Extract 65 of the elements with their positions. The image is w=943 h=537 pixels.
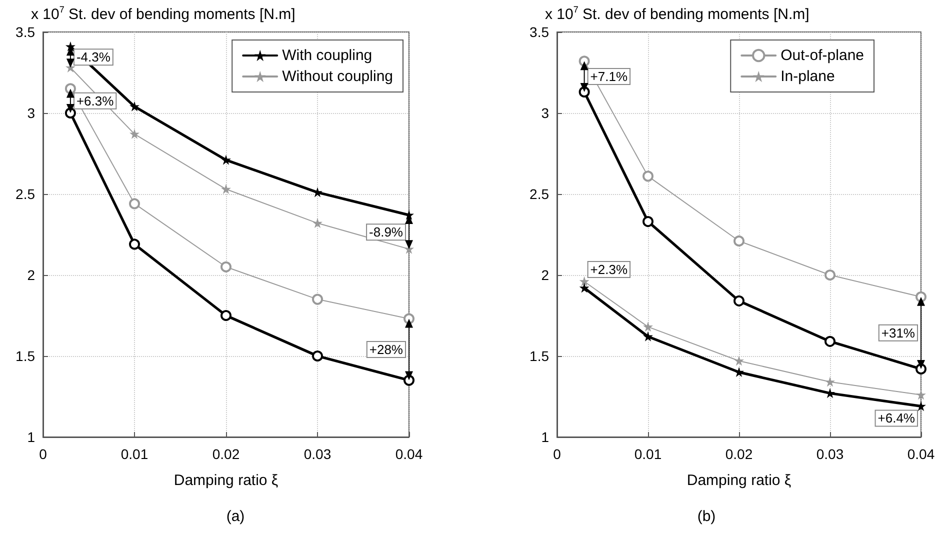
point (314, 188, 322, 196)
y-tick-label: 3.5 (530, 24, 550, 40)
point (130, 130, 138, 138)
annotation: +2.3% (590, 262, 628, 277)
x-tick-label: 0.04 (907, 446, 935, 462)
y-tick-label: 1.5 (16, 348, 36, 364)
x-tick-label: 0.03 (816, 446, 844, 462)
point (314, 219, 322, 228)
x-tick-label: 0.04 (395, 446, 423, 462)
point (735, 368, 743, 376)
y-tick-label: 2 (541, 267, 550, 283)
point (642, 170, 654, 182)
point (129, 198, 140, 210)
legend-label: Without coupling (282, 68, 394, 85)
text: (b) (697, 508, 716, 525)
point (642, 216, 654, 228)
annotation: -8.9% (369, 224, 404, 240)
y-tick-label: 3 (27, 105, 36, 121)
point (580, 284, 588, 292)
point (312, 294, 323, 305)
legend-label: Out-of-plane (780, 47, 864, 64)
point (222, 185, 230, 194)
x-tick-label: 0.01 (634, 446, 662, 462)
point (66, 42, 74, 51)
x-tick-label: 0.03 (304, 446, 332, 462)
point (222, 156, 230, 164)
point (734, 295, 744, 306)
annotation: +6.3% (76, 93, 114, 108)
y-tick-label: 1 (541, 429, 550, 445)
point (220, 310, 232, 321)
point (826, 389, 834, 398)
x-tick-label: 0.02 (212, 446, 240, 462)
x-tick-label: 0.02 (725, 446, 753, 462)
point (220, 261, 232, 272)
y-tick-label: 2.5 (530, 186, 550, 202)
y-tick-label: 2 (27, 267, 36, 283)
point (580, 277, 588, 286)
x-tick-label: 0 (553, 446, 562, 462)
annotation: +6.4% (878, 410, 916, 426)
y-tick-label: 1.5 (530, 348, 550, 364)
point (824, 336, 836, 347)
point (312, 350, 323, 362)
y-tick-label: 3 (541, 105, 550, 121)
annotation: -4.3% (76, 50, 111, 65)
x-axis-title: Damping ratio ξ (174, 472, 278, 489)
annotation: +31% (881, 325, 916, 340)
annotation: +28% (369, 342, 404, 358)
y-tick-label: 2.5 (16, 186, 36, 202)
text: (a) (226, 508, 245, 525)
point (644, 322, 652, 331)
point (735, 356, 743, 365)
x-axis-title: Damping ratio ξ (686, 472, 792, 489)
x-tick-label: 0.01 (120, 446, 148, 462)
y-tick-label: 1 (27, 429, 36, 445)
point (826, 378, 834, 386)
legend-label: In-plane (780, 68, 835, 85)
point (917, 390, 925, 399)
x-tick-label: 0 (39, 446, 48, 462)
point (824, 270, 836, 280)
y-tick-label: 3.5 (16, 24, 36, 40)
legend-label: With coupling (282, 47, 372, 64)
point (917, 402, 925, 410)
point (734, 235, 744, 246)
annotation: +7.1% (590, 69, 628, 84)
point (129, 238, 140, 250)
